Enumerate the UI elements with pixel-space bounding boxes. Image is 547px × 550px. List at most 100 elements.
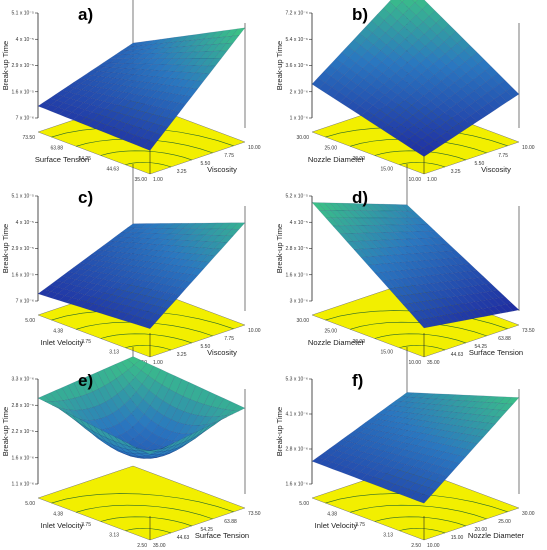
surface-cell — [446, 127, 460, 138]
surface-plot: 3 x 10⁻⁶ 1.6 x 10⁻⁵ 2.8 x 10⁻⁵ 4 x 10⁻⁵ 5.2 … — [275, 164, 535, 366]
surface-cell — [63, 284, 78, 291]
surface-cell — [351, 233, 366, 242]
panel-label: a) — [78, 5, 93, 24]
surface-cell — [181, 253, 195, 261]
surface-cell — [382, 67, 396, 79]
surface-cell — [142, 450, 157, 455]
surface-cell — [406, 418, 420, 426]
x-axis-title: Viscosity — [481, 165, 511, 174]
z-tick-label: 5.3 x 10⁻⁶ — [286, 377, 309, 383]
surface-cell — [137, 457, 151, 459]
surface-cell — [121, 369, 136, 384]
surface-cell — [82, 91, 97, 98]
surface-cell — [380, 224, 394, 233]
surface-cell — [392, 270, 407, 280]
surface-cell — [90, 284, 105, 292]
x-tick-label: 73.50 — [522, 328, 535, 334]
x-tick-label: 3.25 — [177, 352, 187, 358]
y-tick-label: 73.50 — [22, 135, 35, 141]
surface-cell — [440, 131, 454, 142]
surface-cell — [372, 255, 387, 265]
surface-cell — [383, 445, 397, 454]
z-tick-label: 1.1 x 10⁻⁶ — [12, 482, 35, 488]
surface-cell — [196, 73, 210, 82]
y-tick-label: 5.00 — [25, 501, 35, 507]
surface-cell — [397, 89, 411, 101]
surface-cell — [422, 487, 437, 497]
x-tick-label: 20.00 — [475, 527, 488, 533]
surface-cell — [349, 217, 364, 226]
surface-cell — [344, 225, 359, 234]
x-tick-label: 73.50 — [248, 511, 261, 517]
surface-cell — [213, 415, 227, 424]
surface-cell — [353, 249, 368, 258]
y-tick-label: 3.13 — [109, 350, 119, 356]
surface-cell — [357, 232, 372, 242]
contour-floor — [37, 465, 246, 541]
surface-cell — [386, 224, 400, 233]
surface-cell — [346, 241, 361, 250]
surface-cell — [363, 447, 378, 455]
surface-cell — [140, 121, 155, 131]
surface-cell — [128, 49, 143, 55]
surface-cell — [105, 398, 119, 414]
surface-cell — [378, 255, 393, 264]
x-axis-title: Surface Tension — [195, 531, 249, 540]
z-tick-label: 1.6 x 10⁻⁶ — [286, 482, 309, 488]
surface-cell — [123, 242, 138, 249]
surface-cell — [350, 225, 365, 234]
surface-cell — [212, 235, 227, 243]
surface-cell — [434, 474, 449, 484]
surface-cell — [204, 37, 219, 46]
surface-cell — [103, 62, 118, 68]
surface-cell — [345, 233, 360, 242]
surface-cell — [120, 443, 134, 451]
surface-cell — [421, 478, 436, 488]
surface-cell — [339, 466, 354, 475]
surface-cell — [88, 86, 102, 93]
surface-cell — [373, 264, 388, 273]
response-surface — [311, 0, 520, 157]
y-tick-label: 20.00 — [352, 156, 365, 162]
surface-cell — [395, 401, 410, 407]
surface-cell — [372, 99, 387, 111]
y-tick-label: 3.75 — [81, 522, 91, 528]
surface-cell — [389, 247, 403, 256]
surface-cell — [399, 0, 405, 3]
surface-cell — [360, 256, 375, 266]
surface-cell — [82, 276, 97, 283]
surface-cell — [81, 270, 95, 277]
surface-cell — [382, 405, 397, 411]
surface-cell — [416, 494, 431, 504]
x-tick-label: 25.00 — [498, 519, 511, 525]
surface-cell — [366, 256, 381, 265]
panel-label: e) — [78, 371, 93, 390]
surface-cell — [49, 280, 64, 288]
surface-cell — [323, 64, 338, 77]
surface-cell — [51, 404, 65, 413]
surface-cell — [133, 119, 148, 129]
surface-cell — [161, 70, 175, 79]
surface-cell — [163, 450, 177, 456]
x-tick-label: 10.00 — [427, 543, 440, 549]
surface-cell — [126, 68, 140, 75]
surface-cell — [141, 130, 156, 141]
surface-cell — [160, 117, 175, 128]
z-tick-label: 2.8 x 10⁻⁶ — [286, 447, 309, 453]
surface-cell — [368, 225, 382, 233]
x-tick-label: 54.25 — [201, 527, 214, 533]
surface-cell — [367, 264, 382, 274]
surface-cell — [376, 239, 390, 248]
y-tick-label: 25.00 — [324, 329, 337, 335]
x-tick-label: 10.00 — [248, 328, 261, 334]
z-tick-label: 5.2 x 10⁻⁵ — [285, 194, 308, 200]
surface-cell — [379, 104, 394, 116]
surface-cell — [108, 268, 122, 276]
surface-cell — [198, 416, 213, 426]
y-axis-title: Nozzle Diameter — [308, 155, 365, 164]
surface-cell — [71, 292, 86, 300]
surface-cell — [397, 224, 412, 233]
surface-cell — [156, 233, 171, 240]
surface-cell — [154, 125, 169, 136]
surface-cell — [382, 239, 396, 248]
